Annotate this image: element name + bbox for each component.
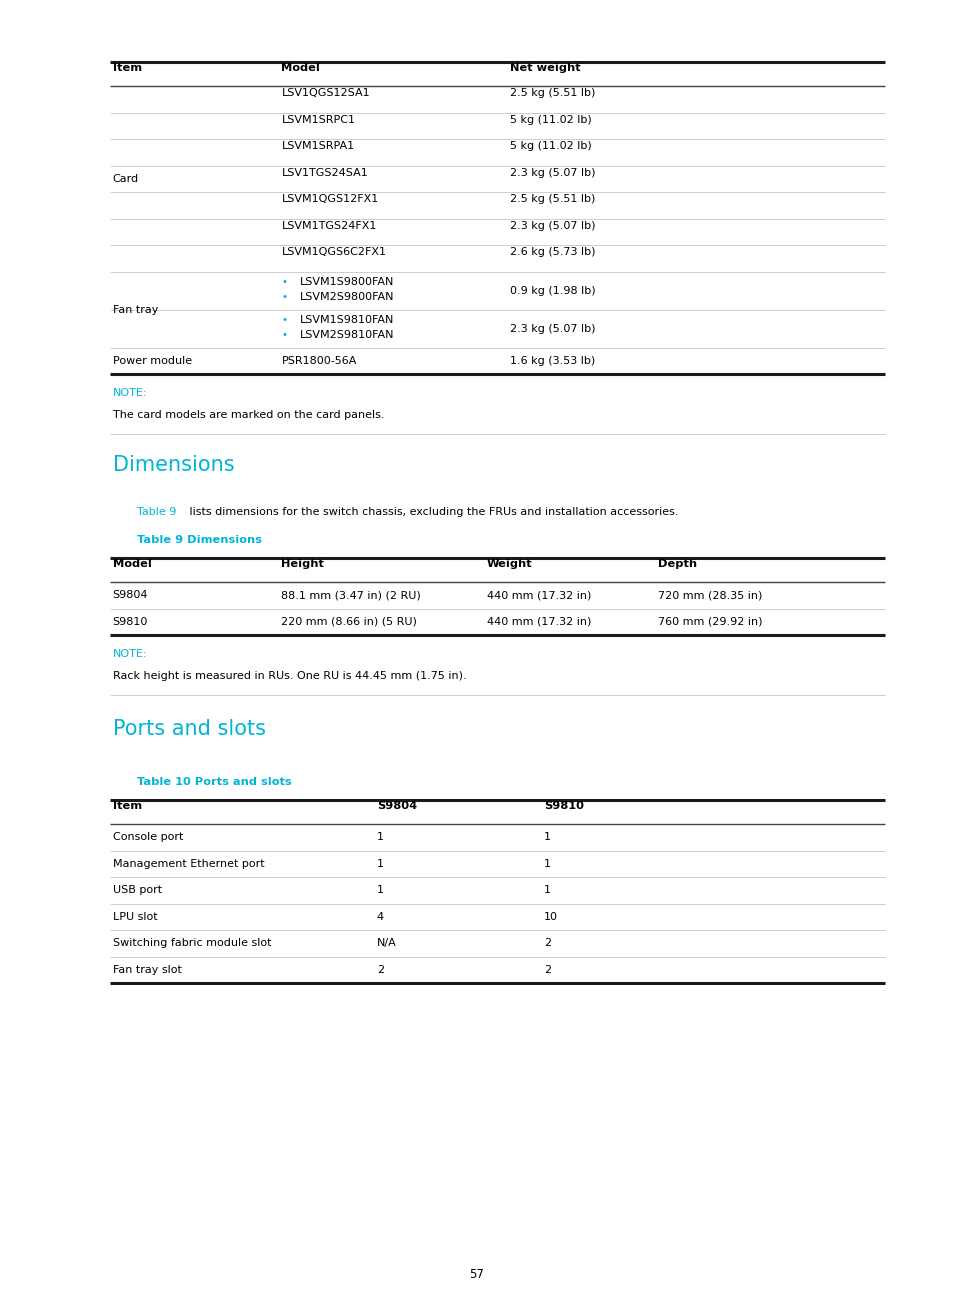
Text: lists dimensions for the switch chassis, excluding the FRUs and installation acc: lists dimensions for the switch chassis,… [186,507,679,517]
Text: 1: 1 [376,859,383,868]
Text: 1: 1 [543,859,550,868]
Text: LSV1TGS24SA1: LSV1TGS24SA1 [281,167,368,178]
Text: Dimensions: Dimensions [112,455,233,476]
Text: LPU slot: LPU slot [112,912,157,921]
Text: 5 kg (11.02 lb): 5 kg (11.02 lb) [510,114,592,124]
Text: NOTE:: NOTE: [112,388,147,398]
Text: S9804: S9804 [112,590,148,600]
Text: 2: 2 [543,964,550,975]
Text: 5 kg (11.02 lb): 5 kg (11.02 lb) [510,141,592,152]
Text: Table 9: Table 9 [137,507,176,517]
Text: 1: 1 [376,885,383,896]
Text: Table 10 Ports and slots: Table 10 Ports and slots [137,778,292,787]
Text: 2: 2 [543,938,550,949]
Text: 2.3 kg (5.07 lb): 2.3 kg (5.07 lb) [510,324,596,333]
Text: Net weight: Net weight [510,64,580,73]
Text: 440 mm (17.32 in): 440 mm (17.32 in) [486,617,590,627]
Text: LSVM1S9800FAN: LSVM1S9800FAN [299,277,394,288]
Text: The card models are marked on the card panels.: The card models are marked on the card p… [112,410,384,420]
Text: S9810: S9810 [543,801,583,811]
Text: Power module: Power module [112,355,192,365]
Text: Switching fabric module slot: Switching fabric module slot [112,938,271,949]
Text: 1: 1 [543,885,550,896]
Text: LSVM1QGS12FX1: LSVM1QGS12FX1 [281,194,378,203]
Text: PSR1800-56A: PSR1800-56A [281,355,356,365]
Text: USB port: USB port [112,885,161,896]
Text: 2.5 kg (5.51 lb): 2.5 kg (5.51 lb) [510,88,595,98]
Text: Card: Card [112,174,138,184]
Text: Model: Model [281,64,320,73]
Text: LSVM1QGS6C2FX1: LSVM1QGS6C2FX1 [281,248,386,257]
Text: NOTE:: NOTE: [112,649,147,658]
Text: 10: 10 [543,912,558,921]
Text: LSVM1TGS24FX1: LSVM1TGS24FX1 [281,220,376,231]
Text: 760 mm (29.92 in): 760 mm (29.92 in) [658,617,762,627]
Text: 2.3 kg (5.07 lb): 2.3 kg (5.07 lb) [510,167,596,178]
Text: Console port: Console port [112,832,183,842]
Text: 4: 4 [376,912,383,921]
Text: 1.6 kg (3.53 lb): 1.6 kg (3.53 lb) [510,355,595,365]
Text: 2.3 kg (5.07 lb): 2.3 kg (5.07 lb) [510,220,596,231]
Text: S9804: S9804 [376,801,416,811]
Text: Item: Item [112,64,142,73]
Text: Model: Model [112,559,152,569]
Text: 2.6 kg (5.73 lb): 2.6 kg (5.73 lb) [510,248,596,257]
Text: 57: 57 [469,1267,484,1280]
Text: Weight: Weight [486,559,532,569]
Text: Depth: Depth [658,559,697,569]
Text: 2: 2 [376,964,383,975]
Text: S9810: S9810 [112,617,148,627]
Text: Height: Height [281,559,324,569]
Text: LSVM2S9800FAN: LSVM2S9800FAN [299,293,394,302]
Text: •: • [281,315,287,325]
Text: 1: 1 [543,832,550,842]
Text: 0.9 kg (1.98 lb): 0.9 kg (1.98 lb) [510,285,596,295]
Text: Table 9 Dimensions: Table 9 Dimensions [137,535,262,546]
Text: Item: Item [112,801,142,811]
Text: 2.5 kg (5.51 lb): 2.5 kg (5.51 lb) [510,194,595,203]
Text: 720 mm (28.35 in): 720 mm (28.35 in) [658,590,761,600]
Text: 88.1 mm (3.47 in) (2 RU): 88.1 mm (3.47 in) (2 RU) [281,590,420,600]
Text: 440 mm (17.32 in): 440 mm (17.32 in) [486,590,590,600]
Text: •: • [281,330,287,341]
Text: •: • [281,277,287,288]
Text: 220 mm (8.66 in) (5 RU): 220 mm (8.66 in) (5 RU) [281,617,416,627]
Text: LSV1QGS12SA1: LSV1QGS12SA1 [281,88,370,98]
Text: LSVM1SRPC1: LSVM1SRPC1 [281,114,355,124]
Text: Ports and slots: Ports and slots [112,719,265,739]
Text: LSVM1SRPA1: LSVM1SRPA1 [281,141,355,152]
Text: N/A: N/A [376,938,396,949]
Text: 1: 1 [376,832,383,842]
Text: Fan tray: Fan tray [112,305,158,315]
Text: Fan tray slot: Fan tray slot [112,964,181,975]
Text: Management Ethernet port: Management Ethernet port [112,859,264,868]
Text: LSVM1S9810FAN: LSVM1S9810FAN [299,315,394,325]
Text: •: • [281,293,287,302]
Text: Rack height is measured in RUs. One RU is 44.45 mm (1.75 in).: Rack height is measured in RUs. One RU i… [112,671,466,680]
Text: LSVM2S9810FAN: LSVM2S9810FAN [299,330,394,341]
